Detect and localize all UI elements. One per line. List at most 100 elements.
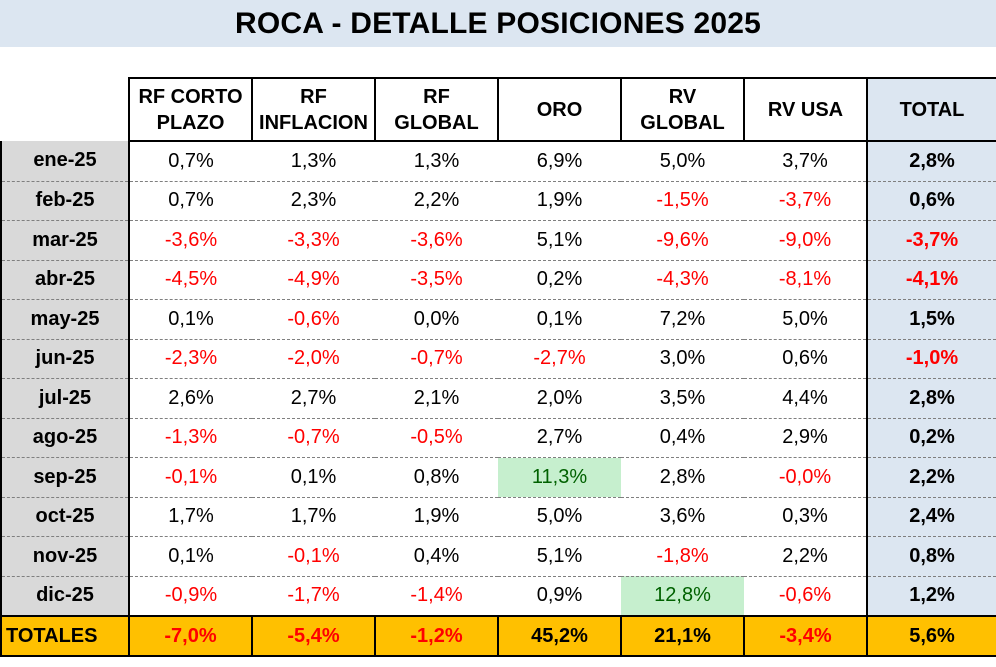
table-row: abr-25 -4,5% -4,9% -3,5% 0,2% -4,3% -8,1% -4,1%: [0, 260, 996, 300]
column-header-rf-inflacion: RF INFLACION: [251, 77, 376, 142]
value-cell: 0,9%: [498, 576, 621, 617]
column-header-line2: GLOBAL: [640, 111, 725, 134]
value-cell: 3,6%: [621, 497, 744, 537]
value-cell: 5,1%: [498, 536, 621, 577]
column-header-oro: ORO: [497, 77, 622, 142]
totals-cell: 45,2%: [497, 615, 622, 657]
value-cell: 0,7%: [129, 181, 252, 221]
value-cell: 0,1%: [252, 457, 375, 498]
value-cell: -2,0%: [252, 339, 375, 379]
totals-label: TOTALES: [0, 615, 130, 657]
month-label: ene-25: [0, 141, 130, 182]
column-header-line1: TOTAL: [899, 98, 965, 121]
value-cell: 1,9%: [498, 181, 621, 221]
table-row: ago-25 -1,3% -0,7% -0,5% 2,7% 0,4% 2,9% 0,2%: [0, 418, 996, 458]
column-header-line2: INFLACION: [259, 111, 368, 134]
column-header-line1: RF CORTO: [138, 85, 243, 108]
value-cell: -8,1%: [744, 260, 867, 300]
month-label: dic-25: [0, 576, 130, 617]
month-label: nov-25: [0, 536, 130, 577]
column-header-rf-corto-plazo: RF CORTO PLAZO: [128, 77, 253, 142]
value-cell: -0,1%: [252, 536, 375, 577]
totals-cell: -1,2%: [374, 615, 499, 657]
month-label: sep-25: [0, 457, 130, 498]
title-bar: ROCA - DETALLE POSICIONES 2025: [0, 0, 996, 47]
column-header-rv-global: RV GLOBAL: [620, 77, 745, 142]
table-row: feb-25 0,7% 2,3% 2,2% 1,9% -1,5% -3,7% 0,6%: [0, 181, 996, 221]
value-cell: 0,4%: [375, 536, 498, 577]
month-label: oct-25: [0, 497, 130, 537]
value-cell: 2,9%: [744, 418, 867, 458]
totals-cell: -5,4%: [251, 615, 376, 657]
value-cell: 2,2%: [375, 181, 498, 221]
value-cell: -4,3%: [621, 260, 744, 300]
totals-row: TOTALES -7,0% -5,4% -1,2% 45,2% 21,1% -3…: [0, 615, 996, 657]
value-cell: 0,3%: [744, 497, 867, 537]
totals-cell: -7,0%: [128, 615, 253, 657]
value-cell: -1,5%: [621, 181, 744, 221]
column-header-line1: RV: [668, 85, 697, 108]
value-cell: -3,7%: [744, 181, 867, 221]
row-total: 2,8%: [866, 141, 996, 182]
table-row: nov-25 0,1% -0,1% 0,4% 5,1% -1,8% 2,2% 0,8%: [0, 536, 996, 577]
value-cell: 0,1%: [129, 299, 252, 340]
value-cell: -3,5%: [375, 260, 498, 300]
value-cell: 0,7%: [129, 141, 252, 182]
value-cell: -0,5%: [375, 418, 498, 458]
value-cell: -1,7%: [252, 576, 375, 617]
value-cell: 1,3%: [252, 141, 375, 182]
value-cell: 4,4%: [744, 378, 867, 419]
month-label: ago-25: [0, 418, 130, 458]
positions-table: RF CORTO PLAZO RF INFLACION RF GLOBAL OR…: [0, 77, 996, 657]
value-cell: -4,9%: [252, 260, 375, 300]
table-row: ene-25 0,7% 1,3% 1,3% 6,9% 5,0% 3,7% 2,8%: [0, 141, 996, 182]
column-header-rv-usa: RV USA: [743, 77, 868, 142]
value-cell: 2,0%: [498, 378, 621, 419]
value-cell: -0,9%: [129, 576, 252, 617]
header-row: RF CORTO PLAZO RF INFLACION RF GLOBAL OR…: [1, 77, 996, 142]
row-total: 1,5%: [866, 299, 996, 340]
column-header-total: TOTAL: [866, 77, 996, 142]
value-cell: 2,8%: [621, 457, 744, 498]
value-cell: 0,6%: [744, 339, 867, 379]
value-cell: 2,3%: [252, 181, 375, 221]
value-cell: 11,3%: [498, 457, 621, 498]
value-cell: -2,7%: [498, 339, 621, 379]
row-total: 1,2%: [866, 576, 996, 617]
value-cell: 0,1%: [129, 536, 252, 577]
value-cell: -0,0%: [744, 457, 867, 498]
value-cell: 5,1%: [498, 220, 621, 261]
row-total: 0,6%: [866, 181, 996, 221]
column-header-line1: ORO: [536, 98, 583, 121]
month-label: feb-25: [0, 181, 130, 221]
totals-cell: 21,1%: [620, 615, 745, 657]
table-row: sep-25 -0,1% 0,1% 0,8% 11,3% 2,8% -0,0% 2,2%: [0, 457, 996, 498]
value-cell: 2,1%: [375, 378, 498, 419]
table-row: mar-25 -3,6% -3,3% -3,6% 5,1% -9,6% -9,0% -3,7%: [0, 220, 996, 261]
value-cell: 5,0%: [621, 141, 744, 182]
value-cell: 3,7%: [744, 141, 867, 182]
value-cell: -2,3%: [129, 339, 252, 379]
value-cell: 5,0%: [744, 299, 867, 340]
value-cell: -1,4%: [375, 576, 498, 617]
column-header-rf-global: RF GLOBAL: [374, 77, 499, 142]
table-row: may-25 0,1% -0,6% 0,0% 0,1% 7,2% 5,0% 1,5%: [0, 299, 996, 340]
row-total: -1,0%: [866, 339, 996, 379]
month-label: jun-25: [0, 339, 130, 379]
value-cell: -3,6%: [129, 220, 252, 261]
table-body: ene-25 0,7% 1,3% 1,3% 6,9% 5,0% 3,7% 2,8% feb-25…: [0, 141, 996, 617]
value-cell: 0,4%: [621, 418, 744, 458]
row-total: 2,8%: [866, 378, 996, 419]
month-label: mar-25: [0, 220, 130, 261]
value-cell: -1,3%: [129, 418, 252, 458]
month-label: jul-25: [0, 378, 130, 419]
value-cell: 1,9%: [375, 497, 498, 537]
month-label: may-25: [0, 299, 130, 340]
column-header-line1: RV USA: [767, 98, 844, 121]
row-total: 0,8%: [866, 536, 996, 577]
value-cell: 7,2%: [621, 299, 744, 340]
column-header-line1: RF: [423, 85, 450, 108]
row-total: 2,4%: [866, 497, 996, 537]
row-total: 0,2%: [866, 418, 996, 458]
row-total: -4,1%: [866, 260, 996, 300]
